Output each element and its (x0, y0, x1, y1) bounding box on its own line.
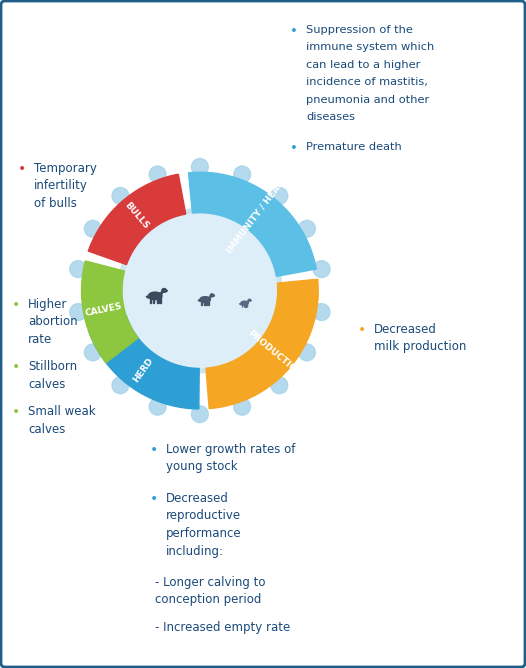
Text: infertility: infertility (34, 180, 88, 192)
Text: Decreased: Decreased (166, 492, 229, 505)
Ellipse shape (248, 299, 250, 301)
Text: •: • (150, 492, 158, 506)
Circle shape (84, 220, 101, 237)
Circle shape (112, 188, 129, 204)
Text: •: • (12, 405, 20, 420)
Text: rate: rate (28, 333, 52, 346)
Circle shape (299, 344, 316, 361)
Text: milk production: milk production (374, 341, 467, 353)
Polygon shape (209, 296, 211, 298)
Text: Small weak: Small weak (28, 405, 96, 418)
Circle shape (149, 398, 166, 415)
Circle shape (84, 344, 101, 361)
Bar (159, 297, 160, 303)
Circle shape (313, 261, 330, 277)
Ellipse shape (200, 297, 210, 303)
Text: •: • (150, 443, 158, 457)
Circle shape (271, 377, 288, 393)
Bar (208, 301, 209, 305)
Text: including:: including: (166, 544, 224, 558)
Circle shape (191, 158, 208, 176)
Text: young stock: young stock (166, 460, 238, 474)
Text: diseases: diseases (306, 112, 355, 122)
Text: •: • (290, 142, 298, 155)
Circle shape (123, 214, 277, 367)
Circle shape (234, 398, 250, 415)
Circle shape (149, 166, 166, 183)
Ellipse shape (210, 294, 214, 297)
Text: calves: calves (28, 378, 65, 391)
Polygon shape (188, 172, 316, 277)
Polygon shape (206, 279, 318, 409)
Polygon shape (160, 291, 164, 294)
Text: HERD: HERD (131, 357, 155, 385)
Text: - Longer calving to: - Longer calving to (155, 576, 266, 589)
Text: Decreased: Decreased (374, 323, 437, 336)
Circle shape (70, 261, 87, 277)
Text: Suppression of the: Suppression of the (306, 25, 413, 35)
Text: calves: calves (28, 423, 65, 436)
Bar (204, 301, 205, 305)
Text: •: • (290, 25, 298, 38)
Ellipse shape (148, 292, 162, 300)
Text: •: • (12, 361, 20, 375)
Ellipse shape (165, 290, 167, 292)
Text: Higher: Higher (28, 298, 67, 311)
Polygon shape (88, 317, 199, 409)
Text: Stillborn: Stillborn (28, 361, 77, 373)
Polygon shape (88, 174, 186, 265)
Text: •: • (12, 298, 20, 312)
Circle shape (112, 377, 129, 393)
Circle shape (299, 220, 316, 237)
Text: CALVES: CALVES (84, 302, 123, 319)
Ellipse shape (241, 301, 248, 305)
Text: Temporary: Temporary (34, 162, 97, 175)
Text: abortion: abortion (28, 315, 78, 329)
Polygon shape (247, 301, 249, 302)
Bar (157, 297, 158, 303)
Circle shape (313, 304, 330, 321)
Bar (201, 301, 202, 305)
Text: conception period: conception period (155, 593, 261, 607)
Text: •: • (358, 323, 366, 337)
Text: IMMUNITY / HEALTH: IMMUNITY / HEALTH (225, 169, 293, 255)
Bar (206, 301, 207, 305)
Text: PRODUCTION: PRODUCTION (246, 329, 304, 379)
Circle shape (191, 405, 208, 423)
Text: of bulls: of bulls (34, 197, 77, 210)
Ellipse shape (213, 295, 215, 297)
Text: pneumonia and other: pneumonia and other (306, 95, 429, 105)
Text: Lower growth rates of: Lower growth rates of (166, 443, 296, 456)
Ellipse shape (250, 300, 251, 301)
Text: reproductive: reproductive (166, 510, 241, 522)
Bar (150, 297, 151, 303)
Ellipse shape (162, 289, 166, 293)
Text: Premature death: Premature death (306, 142, 402, 152)
Bar (153, 297, 154, 303)
Text: •: • (18, 162, 26, 176)
Text: BULLS: BULLS (122, 201, 150, 231)
Circle shape (271, 188, 288, 204)
Polygon shape (82, 261, 138, 363)
Text: immune system which: immune system which (306, 43, 434, 53)
Text: incidence of mastitis,: incidence of mastitis, (306, 77, 428, 88)
Circle shape (118, 208, 282, 373)
Text: can lead to a higher: can lead to a higher (306, 60, 420, 70)
Circle shape (70, 304, 87, 321)
Text: performance: performance (166, 527, 241, 540)
Text: - Increased empty rate: - Increased empty rate (155, 621, 290, 634)
Circle shape (234, 166, 250, 183)
